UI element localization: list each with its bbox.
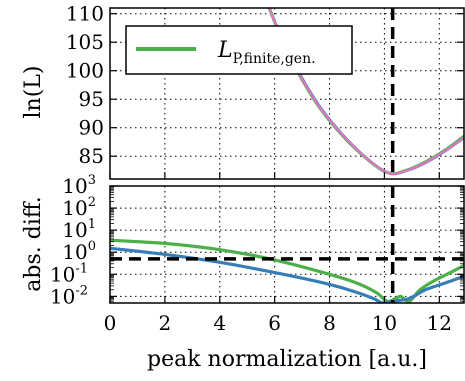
bottom-y-tick-base: 10 [50,262,75,286]
bottom-series-line-0 [110,238,464,303]
x-tick-label: 8 [323,311,336,335]
bottom-y-tick-base: 10 [62,196,87,220]
legend-label: LP,finite,gen. [217,38,316,67]
bottom-y-tick-label: 100 [62,239,96,264]
top-y-tick-label: 100 [66,59,104,83]
x-tick-label: 4 [213,311,226,335]
top-y-axis-label: ln(L) [21,66,46,119]
bottom-y-tick-exponent: 2 [88,195,96,210]
top-series-line-2 [268,8,464,175]
top-y-tick-label: 85 [79,144,104,168]
bottom-y-tick-exponent: 0 [88,239,96,254]
bottom-y-tick-label: 103 [62,173,96,198]
bottom-series-group [110,238,464,303]
x-tick-label: 0 [104,311,117,335]
top-y-tick-label: 110 [66,2,104,26]
bottom-y-tick-exponent: 1 [88,217,96,232]
x-tick-label: 10 [372,311,397,335]
bottom-y-tick-base: 10 [62,218,87,242]
top-legend: LP,finite,gen. [125,25,353,75]
x-axis-label: peak normalization [a.u.] [147,347,427,372]
top-y-tick-label: 95 [79,87,104,111]
bottom-y-tick-base: 10 [62,174,87,198]
bottom-y-tick-exponent: -1 [75,261,88,276]
bottom-y-tick-label: 102 [62,195,96,220]
bottom-y-tick-exponent: 3 [88,173,96,188]
top-frame [109,7,465,180]
x-tick-label: 6 [268,311,281,335]
top-y-tick-label: 105 [66,30,104,54]
top-y-ticks: 85 90 95 100 105 110 [66,2,464,168]
bottom-y-tick-label: 10-2 [50,283,88,308]
top-panel: 85 90 95 100 105 110 LP,finite,gen. ln(L) [21,2,465,180]
top-series-group [267,8,464,176]
bottom-y-axis-label: abs. diff. [21,196,46,291]
bottom-y-tick-label: 10-1 [50,261,88,286]
top-y-tick-label: 90 [79,116,104,140]
bottom-reference-lines [110,186,464,303]
x-tick-label: 12 [427,311,452,335]
legend-label-main: L [217,38,233,63]
bottom-y-tick-base: 10 [62,240,87,264]
bottom-series-line-1 [110,246,464,303]
legend-label-sub: P,finite,gen. [233,51,316,67]
bottom-y-tick-exponent: -2 [75,283,88,298]
bottom-x-ticks: 0 2 4 6 8 10 12 [104,172,452,335]
x-tick-label: 2 [159,311,172,335]
bottom-y-tick-base: 10 [50,284,75,308]
bottom-frame [109,185,465,304]
bottom-y-tick-label: 101 [62,217,96,242]
